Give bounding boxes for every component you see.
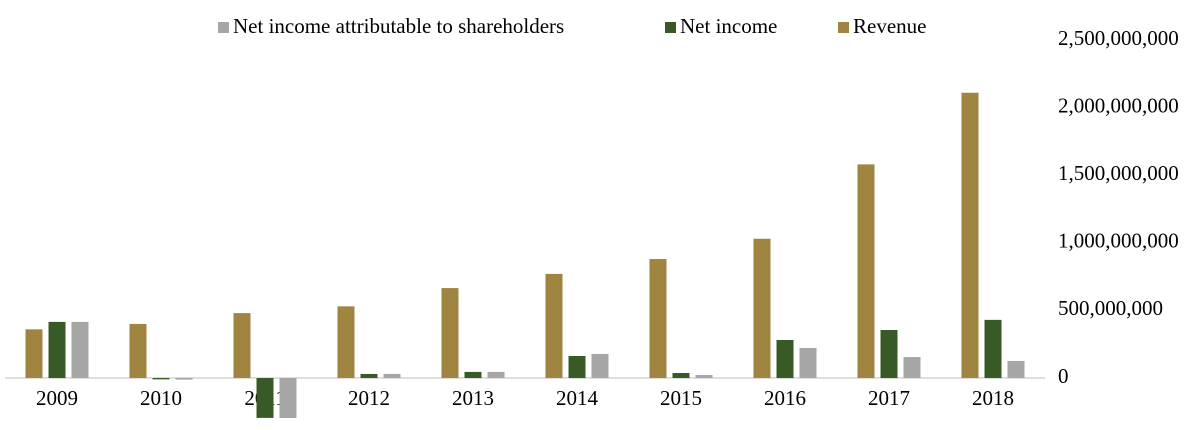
bar [545,273,563,378]
y-tick-label: 1,500,000,000 [1058,161,1179,185]
bar [360,373,378,378]
bar [464,371,482,378]
x-tick-label: 2013 [452,386,494,410]
bar [591,353,609,378]
bar [984,319,1002,378]
legend-label: Net income attributable to shareholders [233,14,564,38]
legend-swatch [665,22,676,33]
bar [233,313,251,378]
x-tick-label: 2014 [556,386,599,410]
bar [753,238,771,378]
bar [279,378,297,419]
bar [129,323,147,378]
legend-label: Net income [680,14,777,38]
x-tick-label: 2017 [868,386,910,410]
bar [799,347,817,378]
bar [48,321,66,378]
bar [25,329,43,378]
bar [961,92,979,378]
bar [175,378,193,380]
bar [152,378,170,380]
x-tick-label: 2012 [348,386,390,410]
y-tick-label: 1,000,000,000 [1058,229,1179,253]
x-tick-label: 2010 [140,386,182,410]
bar [71,321,89,378]
bar [776,340,794,378]
bar [1007,360,1025,378]
bar [568,355,586,378]
bar [649,259,667,378]
legend-swatch [218,22,229,33]
bar [880,330,898,378]
bar [441,288,459,378]
bar [695,375,713,378]
legend-swatch [838,22,849,33]
bar [256,378,274,418]
legend-label: Revenue [853,14,926,38]
bar [487,371,505,378]
x-tick-label: 2009 [36,386,78,410]
bar [672,372,690,378]
bar [903,357,921,378]
bar [383,373,401,378]
y-tick-label: 500,000,000 [1058,296,1163,320]
y-tick-label: 2,500,000,000 [1058,26,1179,50]
y-tick-label: 0 [1058,364,1069,388]
x-tick-label: 2016 [764,386,806,410]
y-tick-label: 2,000,000,000 [1058,93,1179,117]
bar [857,164,875,378]
x-tick-label: 2018 [972,386,1014,410]
bar [337,306,355,378]
x-tick-label: 2015 [660,386,702,410]
